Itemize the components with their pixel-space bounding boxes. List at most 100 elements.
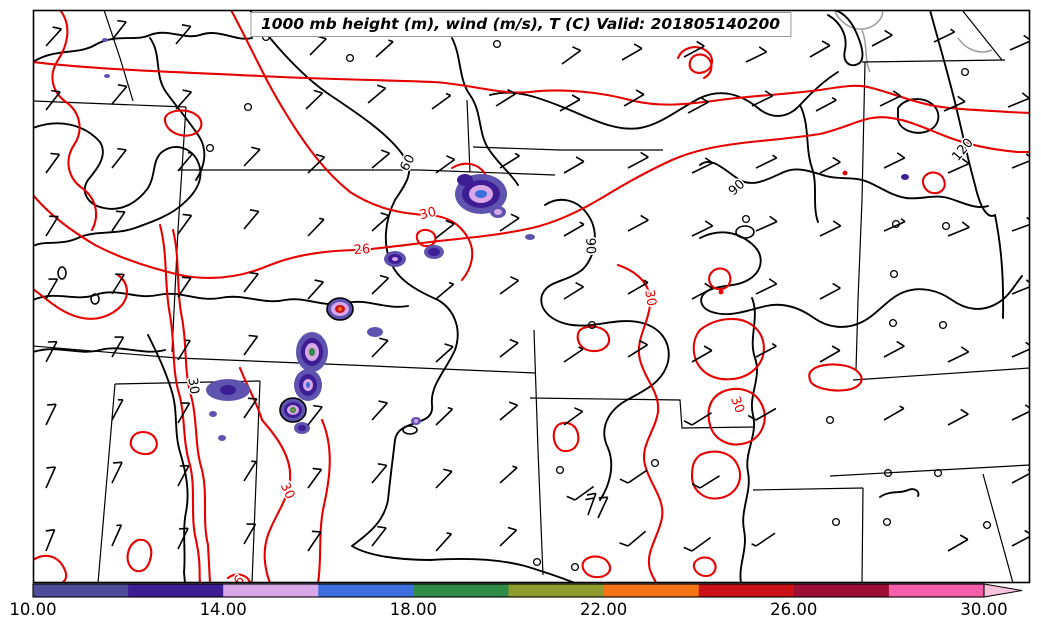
- wind-barb-icon: [1011, 216, 1030, 232]
- storm-cell-layer: [298, 425, 306, 431]
- barb-tick: [961, 157, 970, 165]
- barb-staff: [574, 485, 595, 501]
- colorbar: 10.00 14.00 18.00 22.00 26.00 30.00: [9, 583, 1023, 619]
- barb-staff: [45, 216, 59, 237]
- barb-tick: [52, 26, 62, 30]
- barb-tick: [639, 339, 648, 346]
- height-contour: [249, 10, 576, 583]
- barb-tick: [579, 221, 585, 226]
- barb-staff: [691, 536, 712, 552]
- calm-wind-icon: [982, 520, 992, 530]
- barb-staff: [627, 344, 648, 358]
- colorbar-segment: [128, 584, 224, 597]
- wind-barb-icon: [871, 29, 893, 47]
- calm-wind-icon: [933, 468, 943, 478]
- storm-cell-layer: [901, 174, 909, 180]
- wind-barb-icon: [307, 530, 322, 552]
- storm-cell-layer: [494, 209, 502, 215]
- barb-staff: [1011, 348, 1030, 358]
- storm-cell: [206, 379, 250, 401]
- state-border: [178, 169, 556, 176]
- barb-staff: [587, 493, 597, 516]
- calm-wind-icon: [888, 318, 898, 328]
- temperature-contour: [33, 116, 1030, 279]
- wind-barb-icon: [45, 278, 59, 300]
- state-border: [855, 61, 866, 371]
- storm-cell: [901, 174, 909, 180]
- barb-staff: [111, 85, 128, 105]
- barb-staff: [933, 31, 956, 43]
- colorbar-tick-label: 14.00: [200, 600, 247, 619]
- barb-tick: [247, 397, 257, 400]
- wind-barb-icon: [819, 220, 842, 237]
- storm-cell: [294, 422, 310, 434]
- state-border: [829, 464, 1030, 477]
- contour-label: 30: [184, 377, 201, 395]
- temperature-contour: [163, 109, 203, 137]
- barb-tick: [445, 219, 455, 225]
- barb-staff: [371, 339, 389, 358]
- barb-tick: [318, 217, 325, 221]
- colorbar-segment: [318, 584, 414, 597]
- wind-barb-icon: [745, 46, 768, 63]
- wind-barb-icon: [177, 527, 189, 550]
- wind-barb-icon: [177, 151, 194, 172]
- colorbar-segment: [223, 584, 319, 597]
- barb-staff: [307, 468, 323, 489]
- barb-staff: [45, 403, 57, 426]
- barb-staff: [177, 340, 191, 361]
- barb-tick: [769, 215, 778, 223]
- barb-staff: [175, 25, 192, 45]
- barb-staff: [495, 93, 516, 107]
- barb-staff: [111, 524, 123, 547]
- barb-staff: [883, 407, 905, 421]
- barb-tick: [113, 461, 123, 464]
- barb-staff: [367, 87, 387, 104]
- wind-barb-icon: [111, 336, 125, 358]
- barb-staff: [243, 335, 259, 356]
- state-border: [103, 10, 134, 102]
- calm-wind-icon: [532, 557, 542, 567]
- barb-staff: [309, 38, 327, 56]
- state-border: [861, 59, 1006, 63]
- wind-barb-icon: [309, 35, 327, 56]
- barb-staff: [627, 219, 649, 232]
- wind-barb-icon: [243, 523, 257, 545]
- wind-barb-icon: [371, 337, 389, 358]
- colorbar-tick-label: 26.00: [770, 600, 817, 619]
- barb-tick: [313, 89, 323, 94]
- wind-barb-icon: [305, 89, 324, 110]
- barb-staff: [111, 149, 127, 169]
- wind-barb-icon: [175, 24, 192, 45]
- colorbar-overflow-arrow: [983, 583, 1023, 598]
- wind-barb-icon: [561, 46, 582, 65]
- calm-wind-icon: [243, 102, 253, 112]
- wind-barb-icon: [755, 342, 777, 358]
- wind-barb-icon: [435, 343, 454, 363]
- storm-cell-layer: [102, 38, 108, 42]
- wind-barb-icon: [627, 214, 649, 232]
- wind-barb-icon: [499, 152, 520, 169]
- wind-barb-icon: [691, 475, 720, 489]
- barb-staff: [563, 348, 584, 363]
- barb-tick: [187, 151, 193, 155]
- storm-cell-layer: [220, 385, 236, 395]
- wind-barb-icon: [559, 94, 581, 112]
- barb-staff: [45, 529, 56, 552]
- barb-tick: [249, 271, 259, 275]
- gray-river-path: [861, 29, 871, 73]
- barb-staff: [947, 351, 970, 363]
- wind-barb-icon: [683, 40, 705, 58]
- barb-tick: [379, 337, 389, 342]
- barb-staff: [177, 402, 191, 424]
- barb-staff: [819, 161, 841, 174]
- wind-barb-icon: [307, 217, 325, 237]
- barb-tick: [181, 276, 191, 279]
- barb-staff: [111, 461, 123, 484]
- barb-tick: [566, 495, 576, 501]
- barb-staff: [371, 527, 387, 547]
- map-layers: 60909012030302630303026: [33, 10, 1030, 583]
- barb-tick: [635, 89, 645, 96]
- wind-barb-icon: [619, 530, 647, 547]
